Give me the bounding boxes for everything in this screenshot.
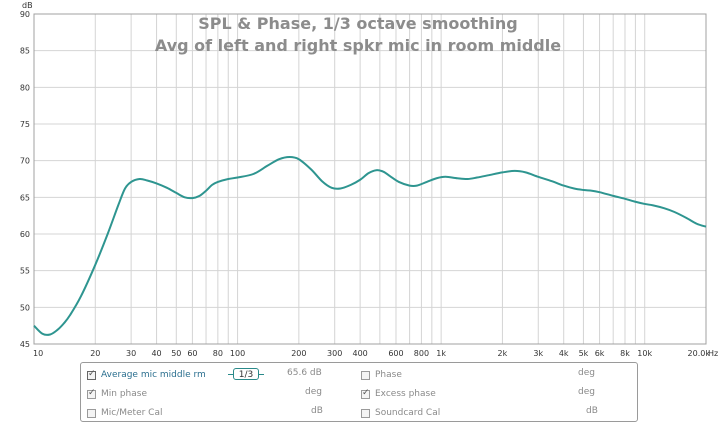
legend-panel: Average mic middle rm 1/3 65.6 dB Phase … <box>80 362 638 422</box>
min-phase-checkbox[interactable] <box>87 388 96 399</box>
average-mic-label: Average mic middle rm <box>101 370 206 380</box>
smoothing-badge[interactable]: 1/3 <box>228 368 264 380</box>
x-tick-label: 10 <box>33 349 43 358</box>
x-tick-label: 300 <box>327 349 342 358</box>
x-tick-label: 400 <box>352 349 367 358</box>
x-tick-label: 20 <box>90 349 100 358</box>
legend-item-excess-phase[interactable]: Excess phase <box>361 387 436 401</box>
y-tick-label: 55 <box>20 267 30 276</box>
phase-unit: deg <box>578 368 595 378</box>
x-tick-labels: 10 20 30 40 50 60 80 100 200 300 400 600 800 1k 2k 3k 4k… <box>33 349 710 358</box>
x-tick-label: 100 <box>230 349 245 358</box>
y-tick-label: 60 <box>20 230 30 239</box>
x-axis-unit: Hz <box>708 349 718 358</box>
x-tick-label: 10k <box>637 349 652 358</box>
legend-item-phase[interactable]: Phase <box>361 368 402 382</box>
mic-meter-cal-checkbox[interactable] <box>87 408 96 418</box>
min-phase-label: Min phase <box>101 389 147 399</box>
soundcard-cal-unit: dB <box>586 406 598 416</box>
x-tick-label: 6k <box>595 349 605 358</box>
x-tick-label: 80 <box>213 349 223 358</box>
y-tick-label: 80 <box>20 83 30 92</box>
y-tick-label: 90 <box>20 10 30 19</box>
phase-label: Phase <box>375 370 402 380</box>
y-tick-label: 50 <box>20 303 30 312</box>
soundcard-cal-checkbox[interactable] <box>361 408 370 418</box>
excess-phase-checkbox[interactable] <box>361 388 370 399</box>
x-tick-label: 600 <box>388 349 403 358</box>
legend-row-min-phase: Min phase deg Excess phase deg <box>81 384 637 404</box>
x-tick-label: 3k <box>533 349 543 358</box>
x-tick-label: 30 <box>126 349 136 358</box>
x-tick-label: 60 <box>187 349 197 358</box>
mic-meter-cal-unit: dB <box>311 406 323 416</box>
y-tick-label: 45 <box>20 340 30 349</box>
y-axis-unit: dB <box>22 1 33 10</box>
y-tick-label: 85 <box>20 47 30 56</box>
chart-subtitle: Avg of left and right spkr mic in room m… <box>155 36 561 55</box>
legend-row-spl: Average mic middle rm 1/3 65.6 dB Phase … <box>81 365 637 385</box>
y-tick-label: 75 <box>20 120 30 129</box>
average-mic-checkbox[interactable] <box>87 369 96 380</box>
mic-meter-cal-label: Mic/Meter Cal <box>101 408 163 418</box>
average-mic-value: 65.6 dB <box>287 368 322 378</box>
chart-grid <box>33 13 707 345</box>
x-tick-label: 4k <box>559 349 569 358</box>
x-tick-label: 40 <box>151 349 161 358</box>
y-tick-label: 70 <box>20 157 30 166</box>
x-tick-label: 5k <box>579 349 589 358</box>
legend-item-average-mic[interactable]: Average mic middle rm <box>87 368 206 382</box>
plot-frame <box>33 13 707 345</box>
series-layer <box>33 156 707 336</box>
excess-phase-label: Excess phase <box>375 389 436 399</box>
x-tick-label: 200 <box>291 349 306 358</box>
legend-row-cal: Mic/Meter Cal dB Soundcard Cal dB <box>81 403 637 423</box>
y-tick-label: 65 <box>20 193 30 202</box>
x-tick-label: 1k <box>436 349 446 358</box>
legend-item-min-phase[interactable]: Min phase <box>87 387 147 401</box>
min-phase-unit: deg <box>305 387 322 397</box>
y-tick-labels: 45 50 55 60 65 70 75 80 85 90 <box>20 10 30 349</box>
x-tick-label: 800 <box>414 349 429 358</box>
soundcard-cal-label: Soundcard Cal <box>375 408 441 418</box>
legend-item-mic-meter-cal[interactable]: Mic/Meter Cal <box>87 406 162 420</box>
x-tick-label: 20.0k <box>688 349 711 358</box>
x-tick-label: 2k <box>498 349 508 358</box>
excess-phase-unit: deg <box>578 387 595 397</box>
x-tick-label: 50 <box>171 349 181 358</box>
legend-item-soundcard-cal[interactable]: Soundcard Cal <box>361 406 440 420</box>
chart-title: SPL & Phase, 1/3 octave smoothing <box>198 14 517 33</box>
series-line-average-mic <box>33 156 707 336</box>
phase-checkbox[interactable] <box>361 370 370 380</box>
x-tick-label: 8k <box>620 349 630 358</box>
